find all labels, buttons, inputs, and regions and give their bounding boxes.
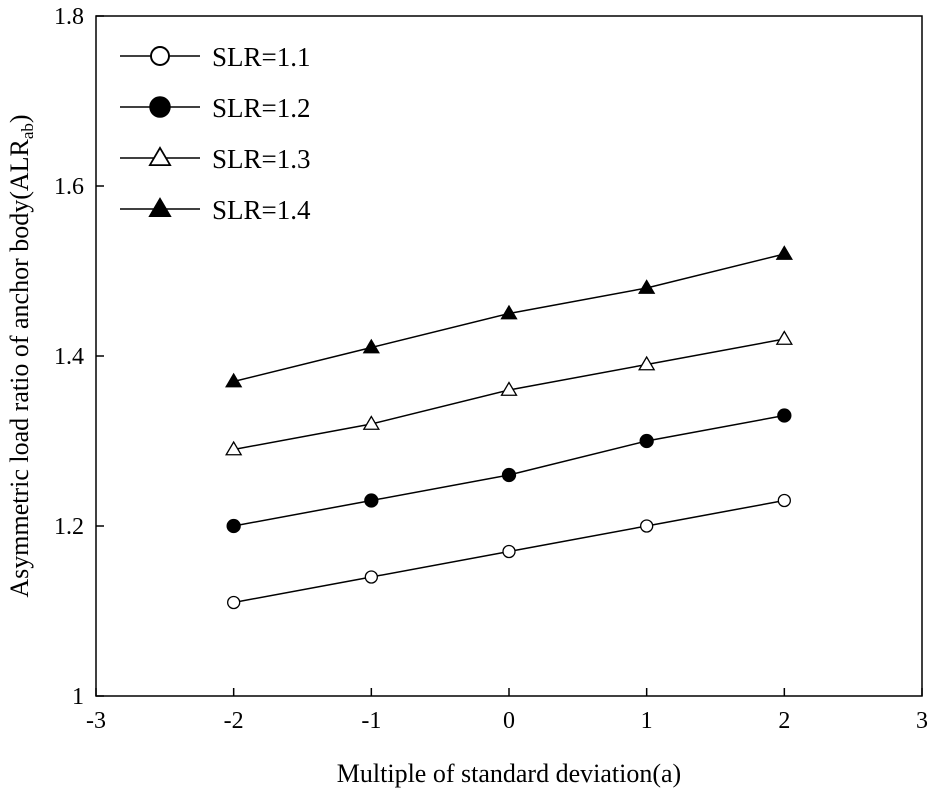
- legend-marker-group: [150, 46, 170, 66]
- series-layer: [225, 245, 793, 610]
- data-point: [777, 408, 792, 423]
- legend-item: SLR=1.2: [120, 93, 311, 123]
- data-point: [638, 279, 656, 294]
- data-point: [500, 381, 518, 396]
- legend-label: SLR=1.3: [212, 144, 311, 174]
- data-point: [775, 245, 793, 260]
- legend-marker: [150, 46, 170, 66]
- legend-marker: [148, 197, 172, 217]
- y-tick-label: 1: [72, 684, 84, 710]
- x-tick-label: -2: [224, 708, 244, 734]
- y-tick-label: 1.2: [54, 514, 84, 540]
- data-point: [640, 519, 654, 533]
- data-point: [775, 330, 793, 345]
- data-point: [501, 467, 517, 483]
- data-point: [226, 518, 241, 534]
- series-2: [226, 408, 792, 534]
- legend-marker-group: [149, 96, 171, 118]
- legend-label: SLR=1.4: [212, 195, 311, 225]
- data-point: [639, 433, 654, 449]
- data-point: [364, 570, 378, 584]
- data-point: [362, 338, 380, 354]
- y-axis-title-main: Asymmetric load ratio of anchor body(ALR: [5, 138, 34, 597]
- y-axis-title-subscript: ab: [18, 123, 37, 139]
- legend-label: SLR=1.1: [212, 42, 311, 72]
- y-tick-label: 1.6: [54, 174, 84, 200]
- x-tick-label: -3: [86, 708, 106, 734]
- data-point: [502, 544, 516, 559]
- x-axis-title: Multiple of standard deviation(a): [337, 759, 681, 788]
- x-tick-label: -1: [361, 708, 381, 734]
- legend-label: SLR=1.2: [212, 93, 311, 123]
- legend-marker: [148, 146, 172, 166]
- y-axis-title: Asymmetric load ratio of anchor body(ALR…: [5, 114, 37, 597]
- y-axis-title-suffix: ): [5, 114, 34, 123]
- legend-marker-group: [148, 197, 172, 217]
- legend-item: SLR=1.4: [120, 195, 311, 225]
- legend-marker: [149, 96, 171, 118]
- data-point: [500, 304, 518, 320]
- series-1: [227, 493, 791, 610]
- x-tick-label: 3: [916, 708, 928, 734]
- legend-item: SLR=1.3: [120, 144, 311, 174]
- data-point: [225, 440, 243, 456]
- legend-marker-group: [148, 146, 172, 166]
- data-point: [364, 493, 379, 508]
- legend: SLR=1.1 SLR=1.2 SLR=1.3 SLR=1.4: [120, 42, 311, 225]
- data-point: [362, 415, 380, 430]
- x-tick-label: 2: [778, 708, 790, 734]
- data-point: [225, 372, 243, 388]
- x-tick-label: 0: [503, 708, 515, 734]
- data-point: [227, 595, 241, 610]
- y-tick-label: 1.8: [54, 4, 84, 30]
- y-tick-label: 1.4: [54, 344, 84, 370]
- x-tick-label: 1: [641, 708, 653, 734]
- series-4: [225, 245, 793, 388]
- data-point: [777, 493, 791, 508]
- series-3: [225, 330, 793, 456]
- ticks-layer: -3 -2 -1 0 1 2 3 1 1.2 1.4 1.6 1.8: [54, 4, 928, 734]
- legend-item: SLR=1.1: [120, 42, 311, 72]
- data-point: [638, 355, 656, 371]
